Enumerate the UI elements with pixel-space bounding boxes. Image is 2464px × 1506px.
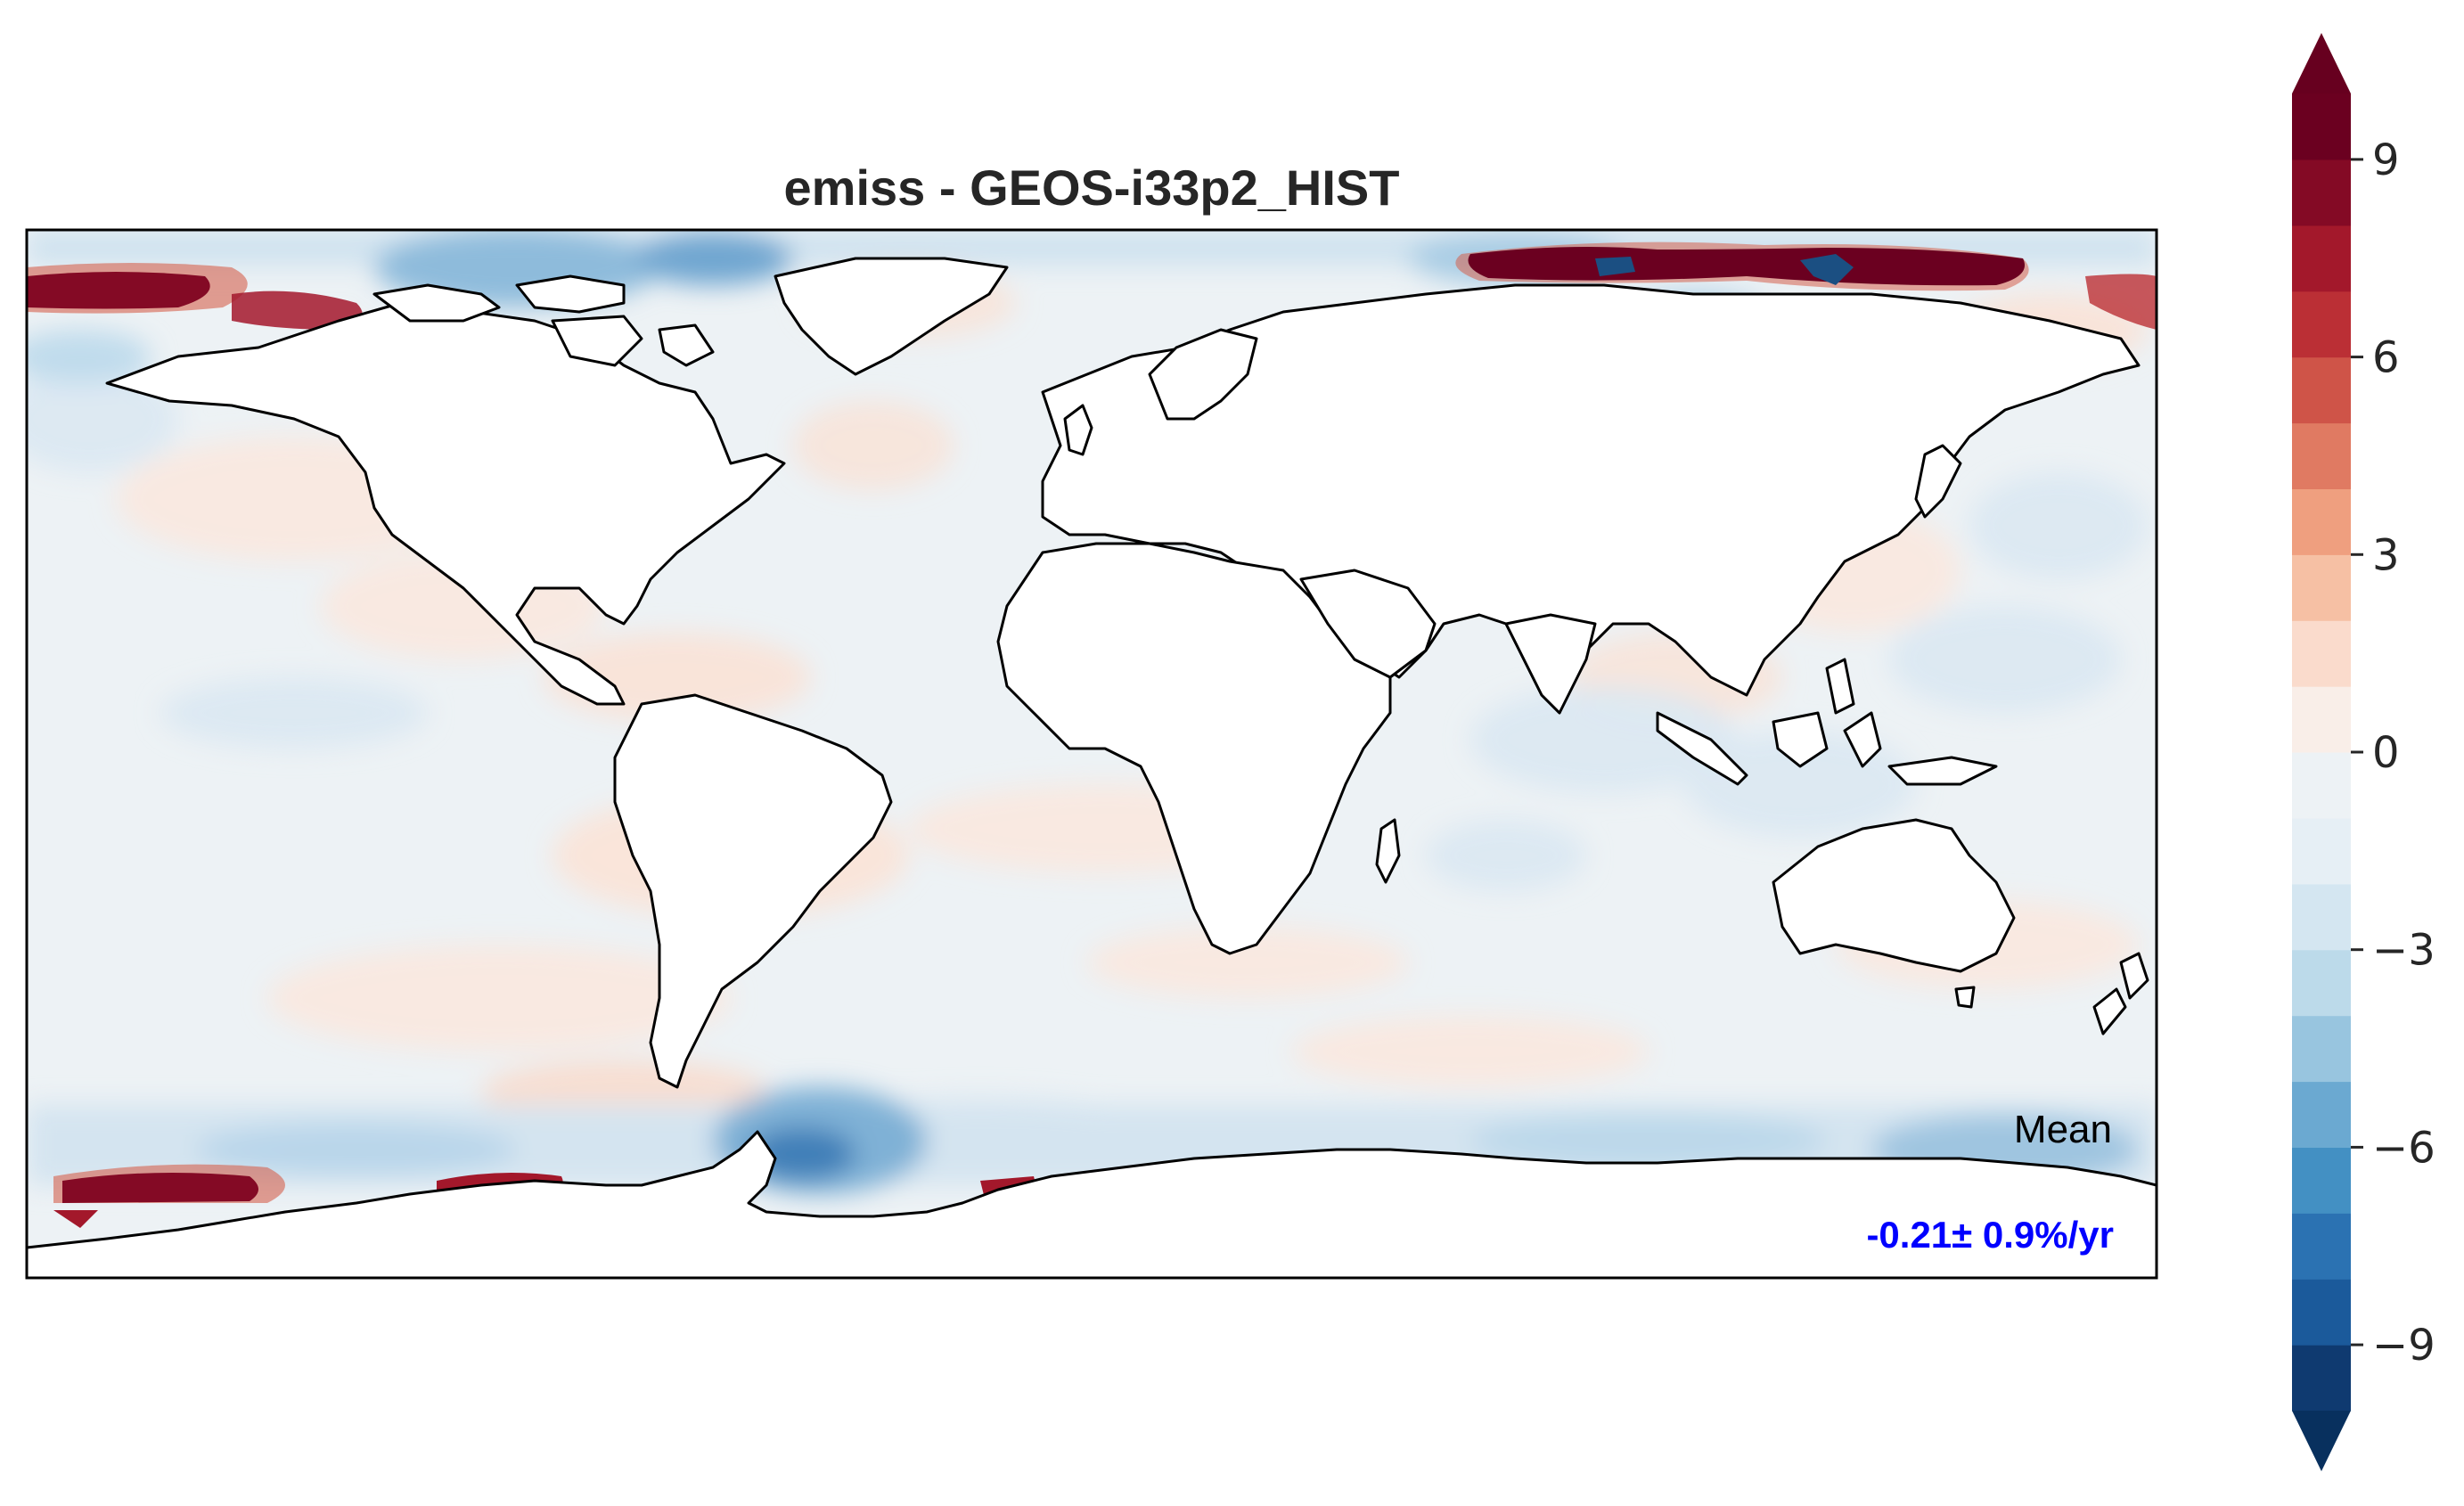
colorbar-block xyxy=(2292,291,2351,358)
colorbar-block xyxy=(2292,94,2351,160)
greenland xyxy=(774,257,1009,376)
colorbar-block xyxy=(2292,1147,2351,1214)
colorbar-extend-max xyxy=(2292,33,2351,94)
antarctica xyxy=(27,1130,2157,1278)
australia xyxy=(1772,818,2016,973)
colorbar-block xyxy=(2292,1015,2351,1083)
colorbar-block xyxy=(2292,1081,2351,1148)
colorbar-block xyxy=(2292,620,2351,687)
colorbar-block xyxy=(2292,686,2351,753)
colorbar-tick-label: −9 xyxy=(2372,1321,2435,1371)
colorbar-tick-label: 6 xyxy=(2372,333,2400,383)
colorbar: 9 6 3 0 −3 −6 −9 xyxy=(2292,33,2435,1471)
colorbar-block xyxy=(2292,883,2351,951)
colorbar-extend-min xyxy=(2292,1411,2351,1471)
africa xyxy=(996,542,1392,955)
colorbar-block xyxy=(2292,817,2351,885)
british-isles xyxy=(1063,404,1093,456)
map-title: emiss - GEOS-i33p2_HIST xyxy=(784,160,1400,216)
colorbar-block xyxy=(2292,159,2351,226)
japan xyxy=(1914,444,1962,519)
colorbar-tick-label: −3 xyxy=(2372,926,2435,976)
madagascar xyxy=(1375,818,1401,884)
map-frame xyxy=(25,228,2158,1280)
indonesia xyxy=(1656,658,1998,786)
arabia xyxy=(1299,569,1437,679)
scandinavia xyxy=(1148,328,1258,421)
colorbar-block xyxy=(2292,225,2351,292)
colorbar-block xyxy=(2292,949,2351,1017)
arctic-islands xyxy=(372,274,715,367)
colorbar-block xyxy=(2292,422,2351,489)
colorbar-block xyxy=(2292,752,2351,819)
colorbar-tick-label: 3 xyxy=(2372,530,2400,580)
colorbar-block xyxy=(2292,1345,2351,1412)
continents xyxy=(27,257,2157,1278)
mean-label: Mean xyxy=(2014,1108,2112,1151)
colorbar-block xyxy=(2292,356,2351,424)
colorbar-block xyxy=(2292,1213,2351,1280)
colorbar-tick-label: −6 xyxy=(2372,1123,2435,1173)
colorbar-tick-label: 0 xyxy=(2372,728,2400,778)
colorbar-block xyxy=(2292,554,2351,621)
colorbar-block xyxy=(2292,488,2351,555)
map-axes xyxy=(27,230,2157,1278)
tasmania xyxy=(1954,986,1976,1009)
mean-value: -0.21± 0.9%/yr xyxy=(1866,1214,2114,1256)
south-america xyxy=(613,693,893,1089)
colorbar-tick-label: 9 xyxy=(2372,135,2400,185)
colorbar-block xyxy=(2292,1279,2351,1346)
new-zealand xyxy=(2092,952,2149,1035)
india xyxy=(1504,613,1597,715)
